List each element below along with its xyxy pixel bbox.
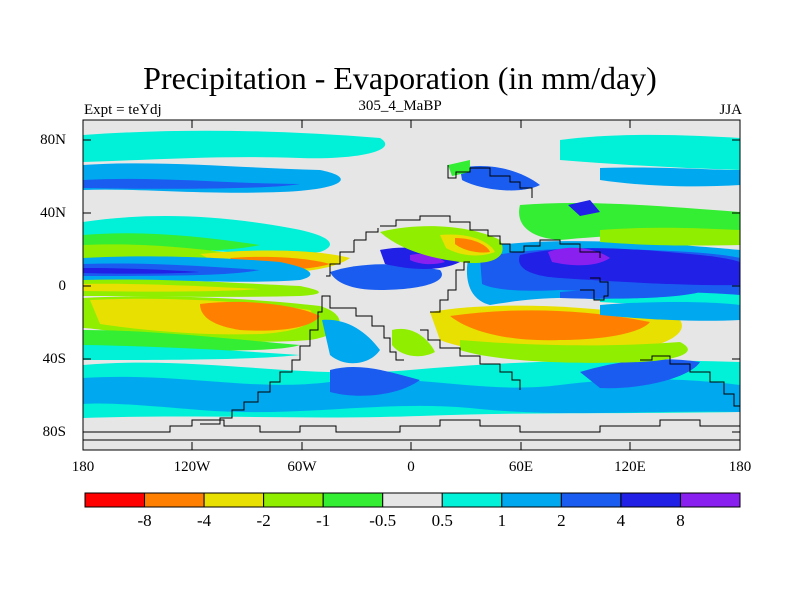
colorbar bbox=[84, 492, 741, 508]
lon-label-60e: 60E bbox=[508, 459, 534, 475]
colorbar-swatch bbox=[560, 492, 622, 508]
colorbar-swatch bbox=[263, 492, 324, 508]
colorbar-swatch bbox=[501, 492, 562, 508]
lon-label-180w: 180 bbox=[71, 459, 95, 475]
axis-ticks bbox=[83, 120, 740, 450]
lat-label-80n: 80N bbox=[40, 132, 66, 148]
colorbar-tick-label: -2 bbox=[256, 511, 271, 530]
experiment-label: Expt = teYdj bbox=[84, 102, 162, 118]
lat-label-40n: 40N bbox=[40, 205, 66, 221]
colorbar-swatch bbox=[203, 492, 265, 508]
lon-label-180e: 180 bbox=[728, 459, 752, 475]
lat-label-40s: 40S bbox=[42, 351, 66, 367]
colorbar-tick-label: -4 bbox=[196, 511, 212, 530]
colorbar-tick-label: -8 bbox=[137, 511, 152, 530]
lat-label-equator: 0 bbox=[58, 278, 67, 294]
lat-label-80s: 80S bbox=[42, 424, 66, 440]
colorbar-tick-label: 2 bbox=[557, 511, 566, 530]
lon-label-120e: 120E bbox=[614, 459, 646, 475]
lon-label-120w: 120W bbox=[173, 459, 211, 475]
colorbar-swatch bbox=[382, 492, 443, 508]
colorbar-swatch bbox=[620, 492, 681, 508]
season-label: JJA bbox=[719, 102, 742, 118]
colorbar-swatch bbox=[679, 492, 741, 508]
colorbar-tick-label: 8 bbox=[676, 511, 685, 530]
colorbar-tick-label: 4 bbox=[616, 511, 626, 530]
map-title: Precipitation - Evaporation (in mm/day) bbox=[143, 60, 657, 96]
colorbar-swatch bbox=[84, 492, 146, 508]
colorbar-tick-label: -0.5 bbox=[369, 511, 397, 530]
colorbar-tick-label: 0.5 bbox=[431, 511, 453, 530]
colorbar-swatch bbox=[322, 492, 384, 508]
lon-label-0: 0 bbox=[407, 459, 415, 475]
coastlines bbox=[83, 165, 740, 441]
colorbar-tick-label: -1 bbox=[316, 511, 331, 530]
pe-field bbox=[83, 120, 740, 450]
lon-label-60w: 60W bbox=[287, 459, 317, 475]
colorbar-swatch bbox=[441, 492, 503, 508]
colorbar-swatch bbox=[144, 492, 205, 508]
time-period-label: 305_4_MaBP bbox=[358, 98, 442, 114]
colorbar-tick-label: 1 bbox=[497, 511, 507, 530]
